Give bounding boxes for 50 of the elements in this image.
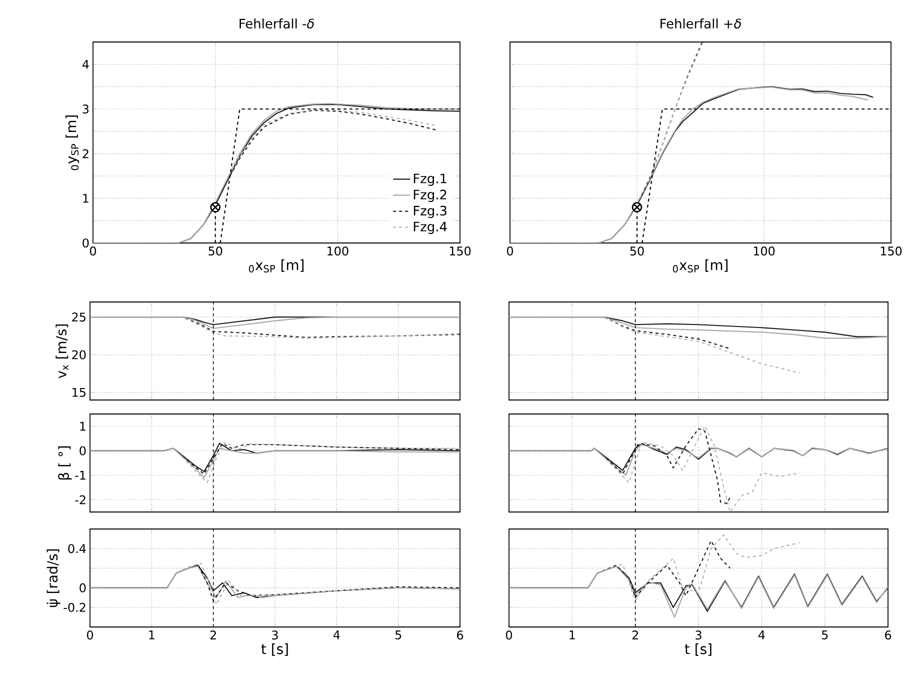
- y-tick-label: 1: [83, 194, 88, 203]
- x-tick-label: 4: [333, 630, 340, 640]
- y-tick-label: 4: [82, 60, 89, 69]
- x-tick-label: 6: [457, 630, 464, 640]
- y-tick-label: -2: [75, 495, 86, 504]
- y-tick-label: 0: [80, 446, 86, 456]
- x-tick-label: 3: [696, 630, 702, 640]
- x-tick-label: 2: [632, 630, 638, 640]
- x-tick-label: 5: [395, 630, 402, 640]
- x-tick-label: 5: [822, 630, 828, 640]
- x-tick-label: 0: [90, 246, 96, 256]
- y-tick-label: 0: [82, 238, 89, 248]
- y-axis-title: $_{0}$y$_{SP}$ [m]: [66, 115, 80, 170]
- y-tick-label: 3: [82, 104, 89, 114]
- y-tick-label: 25: [72, 312, 86, 322]
- y-tick-label: 0.4: [68, 544, 86, 554]
- y-tick-label: 15: [72, 388, 86, 397]
- x-axis-title: t [s]: [684, 643, 712, 656]
- x-tick-label: 4: [758, 630, 765, 640]
- x-tick-label: 2: [210, 630, 216, 640]
- y-tick-label: 0: [80, 583, 86, 592]
- x-tick-label: 3: [272, 630, 278, 640]
- legend-label: Fzg.2: [414, 190, 446, 202]
- x-tick-label: 1: [570, 630, 575, 640]
- x-tick-label: 150: [450, 246, 471, 256]
- x-tick-label: 150: [880, 246, 902, 256]
- y-axis-title: v$_{x}$ [m/s]: [56, 324, 68, 378]
- x-tick-label: 6: [885, 630, 892, 640]
- x-axis-title: $_{0}$x$_{SP}$ [m]: [672, 259, 728, 272]
- x-tick-label: 50: [630, 246, 644, 256]
- legend-label: Fzg.3: [414, 206, 446, 218]
- y-tick-label: 20: [72, 350, 86, 360]
- x-tick-label: 50: [208, 246, 222, 256]
- x-axis-title: $_{0}$x$_{SP}$ [m]: [248, 259, 304, 272]
- y-tick-label: -0.2: [64, 602, 86, 612]
- y-tick-label: 2: [82, 149, 88, 158]
- chart-title: Fehlerfall +δ: [660, 18, 741, 29]
- legend-label: Fzg.1: [414, 174, 446, 186]
- x-axis-title: t [s]: [261, 643, 288, 656]
- y-tick-label: -1: [75, 470, 86, 480]
- x-tick-label: 1: [149, 630, 154, 640]
- y-axis-title: β [ °]: [58, 446, 72, 480]
- legend-label: Fzg.4: [414, 222, 447, 234]
- x-tick-label: 100: [328, 246, 348, 256]
- chart-title: Fehlerfall -δ: [240, 18, 314, 29]
- x-tick-label: 0: [506, 630, 512, 640]
- x-tick-label: 0: [506, 246, 514, 256]
- y-tick-label: 1: [80, 422, 86, 431]
- y-axis-title: ψ̇ [rad/s]: [46, 549, 60, 608]
- x-tick-label: 100: [754, 246, 775, 256]
